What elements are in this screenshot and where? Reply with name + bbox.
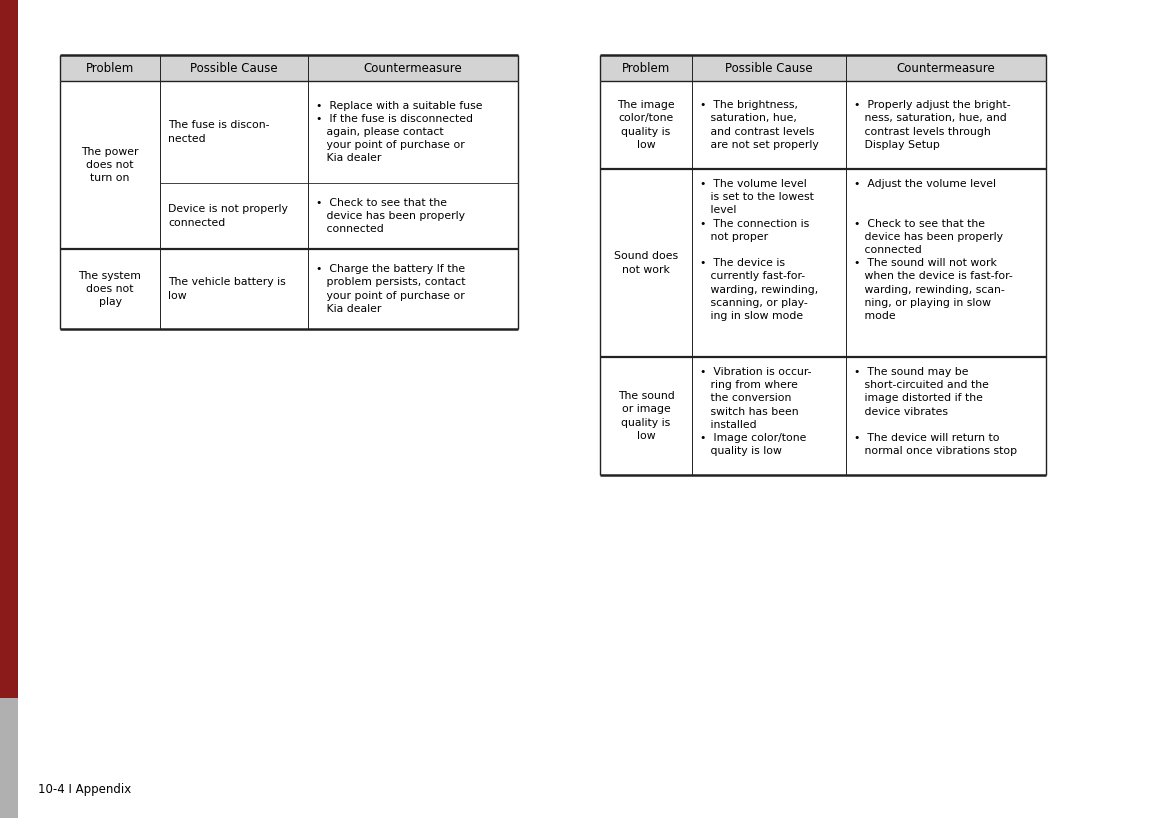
- Bar: [60, 249, 518, 329]
- Bar: [0, 0, 17, 818]
- Text: The fuse is discon-
nected: The fuse is discon- nected: [167, 120, 270, 144]
- Text: 10-4 I Appendix: 10-4 I Appendix: [38, 783, 131, 796]
- Bar: [60, 55, 518, 81]
- Text: Device is not properly
connected: Device is not properly connected: [167, 204, 288, 227]
- Text: The power
does not
turn on: The power does not turn on: [81, 146, 138, 183]
- Bar: [600, 357, 1046, 475]
- Text: Problem: Problem: [86, 61, 134, 74]
- Bar: [600, 55, 1046, 81]
- Text: •  Adjust the volume level


•  Check to see that the
   device has been properl: • Adjust the volume level • Check to see…: [854, 179, 1013, 321]
- Text: Problem: Problem: [622, 61, 670, 74]
- Text: •  Check to see that the
   device has been properly
   connected: • Check to see that the device has been …: [316, 198, 465, 234]
- Text: The system
does not
play: The system does not play: [79, 271, 142, 308]
- Bar: [600, 169, 1046, 357]
- Text: The sound
or image
quality is
low: The sound or image quality is low: [618, 391, 675, 441]
- Text: Possible Cause: Possible Cause: [191, 61, 278, 74]
- Text: •  Vibration is occur-
   ring from where
   the conversion
   switch has been
 : • Vibration is occur- ring from where th…: [700, 367, 812, 456]
- Text: Possible Cause: Possible Cause: [726, 61, 813, 74]
- Bar: [0, 698, 17, 818]
- Text: The vehicle battery is
low: The vehicle battery is low: [167, 277, 286, 300]
- Text: •  The brightness,
   saturation, hue,
   and contrast levels
   are not set pro: • The brightness, saturation, hue, and c…: [700, 100, 819, 150]
- Text: •  Properly adjust the bright-
   ness, saturation, hue, and
   contrast levels : • Properly adjust the bright- ness, satu…: [854, 100, 1011, 150]
- Bar: [60, 81, 518, 249]
- Text: Countermeasure: Countermeasure: [897, 61, 996, 74]
- Text: •  The volume level
   is set to the lowest
   level
•  The connection is
   not: • The volume level is set to the lowest …: [700, 179, 819, 321]
- Text: Sound does
not work: Sound does not work: [614, 251, 678, 275]
- Text: •  Replace with a suitable fuse
•  If the fuse is disconnected
   again, please : • Replace with a suitable fuse • If the …: [316, 101, 483, 164]
- Bar: [600, 81, 1046, 169]
- Text: Countermeasure: Countermeasure: [364, 61, 463, 74]
- Text: •  Charge the battery If the
   problem persists, contact
   your point of purch: • Charge the battery If the problem pers…: [316, 264, 465, 314]
- Text: The image
color/tone
quality is
low: The image color/tone quality is low: [618, 100, 675, 150]
- Text: •  The sound may be
   short-circuited and the
   image distorted if the
   devi: • The sound may be short-circuited and t…: [854, 367, 1018, 456]
